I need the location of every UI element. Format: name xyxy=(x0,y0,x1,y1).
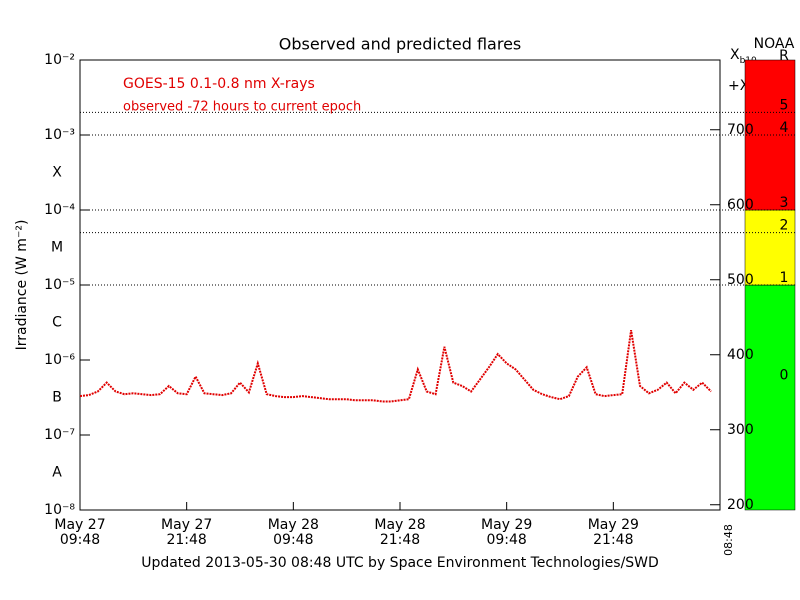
x-tick-label: 09:48 xyxy=(60,532,100,548)
x-tick-label: 21:48 xyxy=(380,532,420,548)
noaa-band xyxy=(744,284,796,511)
noaa-title: NOAA xyxy=(754,36,795,52)
footer: Updated 2013-05-30 08:48 UTC by Space En… xyxy=(141,555,659,571)
y2-tick-label: 300 xyxy=(727,422,754,438)
y-axis-label: Irradiance (W m⁻²) xyxy=(14,220,30,351)
x-tick-label: May 27 xyxy=(161,517,212,533)
y2-tick-label: 200 xyxy=(727,497,754,513)
noaa-level-label: 2 xyxy=(780,218,789,234)
class-label: C xyxy=(52,315,62,331)
noaa-level-label: 3 xyxy=(780,195,789,211)
y-tick-label: 10⁻⁶ xyxy=(44,352,75,368)
y-tick-label: 10⁻⁵ xyxy=(44,277,75,293)
y2-tick-label: 500 xyxy=(727,272,754,288)
noaa-subtitle: R xyxy=(779,48,789,64)
y-tick-label: 10⁻⁴ xyxy=(44,202,75,218)
y-tick-label: 10⁻⁷ xyxy=(44,427,75,443)
y2-label-main: X xyxy=(730,47,740,63)
end-time: 08:48 xyxy=(722,524,735,556)
annotation: GOES-15 0.1-0.8 nm X-rays xyxy=(123,76,315,92)
chart-title: Observed and predicted flares xyxy=(279,35,522,54)
noaa-level-label: 0 xyxy=(780,368,789,384)
class-label: M xyxy=(51,240,63,256)
noaa-level-label: 1 xyxy=(780,270,789,286)
noaa-level-label: 4 xyxy=(780,120,789,136)
x-tick-label: 09:48 xyxy=(273,532,313,548)
x-tick-label: May 29 xyxy=(588,517,639,533)
x-tick-label: 21:48 xyxy=(593,532,633,548)
y-tick-label: 10⁻³ xyxy=(44,127,75,143)
x-tick-label: May 28 xyxy=(374,517,425,533)
annotation: observed -72 hours to current epoch xyxy=(123,100,361,115)
y2-tick-label: 700 xyxy=(727,122,754,138)
noaa-level-label: 5 xyxy=(780,97,789,113)
class-label: X xyxy=(52,165,62,181)
class-label: B xyxy=(52,390,62,406)
data-line xyxy=(79,330,712,403)
y2-label-main: +X xyxy=(728,78,750,94)
x-tick-label: 09:48 xyxy=(486,532,526,548)
y2-tick-label: 600 xyxy=(727,197,754,213)
x-tick-label: May 29 xyxy=(481,517,532,533)
class-label: A xyxy=(52,465,62,481)
y-tick-label: 10⁻² xyxy=(44,52,75,68)
y2-tick-label: 400 xyxy=(727,347,754,363)
x-tick-label: 21:48 xyxy=(166,532,206,548)
y-tick-label: 10⁻⁸ xyxy=(44,502,75,518)
x-tick-label: May 28 xyxy=(268,517,319,533)
x-tick-label: May 27 xyxy=(54,517,105,533)
